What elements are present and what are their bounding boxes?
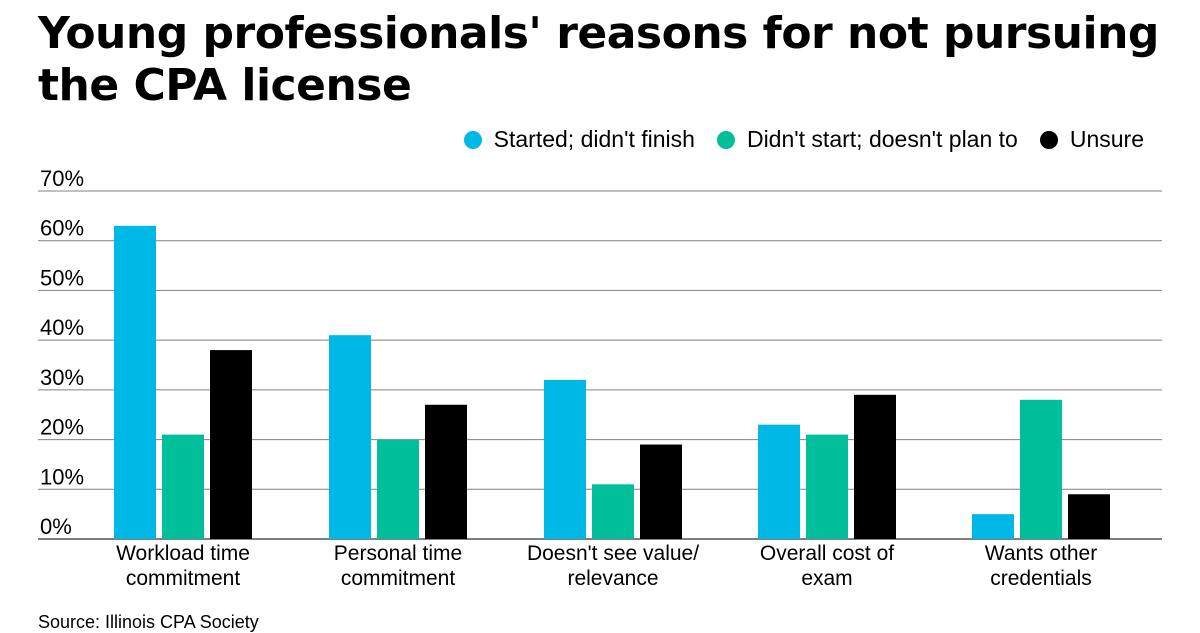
x-tick-label: Workload time commitment (116, 542, 250, 590)
x-tick-label-line: credentials (990, 567, 1092, 590)
legend-label-unsure: Unsure (1069, 126, 1144, 152)
source-note: Source: Illinois CPA Society (38, 612, 259, 632)
bar (544, 379, 586, 539)
x-tick-label: Personal time commitment (334, 542, 462, 590)
x-tick-label-line: commitment (126, 567, 241, 590)
bar (640, 444, 682, 539)
legend-swatch-started (463, 130, 482, 149)
bar (425, 404, 467, 539)
x-tick-label-line: Overall cost of (760, 542, 894, 565)
y-tick-label: 20% (40, 415, 84, 440)
legend-label-didnt-start: Didn't start; doesn't plan to (746, 126, 1018, 152)
chart-legend: Started; didn't finish Didn't start; doe… (463, 126, 1144, 153)
legend-label-started: Started; didn't finish (493, 126, 695, 152)
bars (114, 225, 1110, 540)
chart-title: Young professionals' reasons for not pur… (38, 8, 1159, 111)
y-tick-label: 50% (40, 265, 84, 290)
legend-item-unsure: Unsure (1039, 126, 1144, 153)
y-tick-label: 60% (40, 216, 84, 241)
legend-swatch-didnt-start (716, 130, 735, 149)
x-tick-label: Overall cost of exam (760, 542, 894, 590)
x-tick-label-line: Workload time (116, 542, 250, 565)
bar (854, 394, 896, 539)
legend-swatch-unsure (1039, 130, 1058, 149)
bar (114, 225, 156, 540)
bar (210, 350, 252, 539)
bar (972, 514, 1014, 539)
x-tick-label: Wants other credentials (985, 542, 1097, 590)
y-tick-label: 10% (40, 464, 84, 489)
x-tick-label-line: Wants other (985, 542, 1097, 565)
y-tick-label: 40% (40, 315, 84, 340)
bar (329, 335, 371, 539)
y-axis-ticks: 0% 10% 20% 30% 40% 50% 60% 70% (40, 166, 84, 539)
bar (806, 434, 848, 539)
bar (758, 424, 800, 539)
legend-item-started: Started; didn't finish (463, 126, 695, 153)
y-tick-label: 30% (40, 365, 84, 390)
y-tick-label: 70% (40, 166, 84, 191)
bar (162, 434, 204, 539)
x-tick-label-line: Personal time (334, 542, 462, 565)
bar (592, 484, 634, 539)
x-tick-label: Doesn't see value/relevance (527, 542, 699, 590)
x-tick-label-line: relevance (567, 567, 658, 590)
x-tick-label-line: exam (801, 567, 852, 590)
bar (1068, 494, 1110, 539)
bar (1020, 399, 1062, 539)
legend-item-didnt-start: Didn't start; doesn't plan to (716, 126, 1018, 153)
y-tick-label: 0% (40, 514, 72, 539)
x-tick-label-line: commitment (341, 567, 456, 590)
bar (377, 439, 419, 539)
x-tick-label-line: Doesn't see value/ (527, 542, 699, 565)
